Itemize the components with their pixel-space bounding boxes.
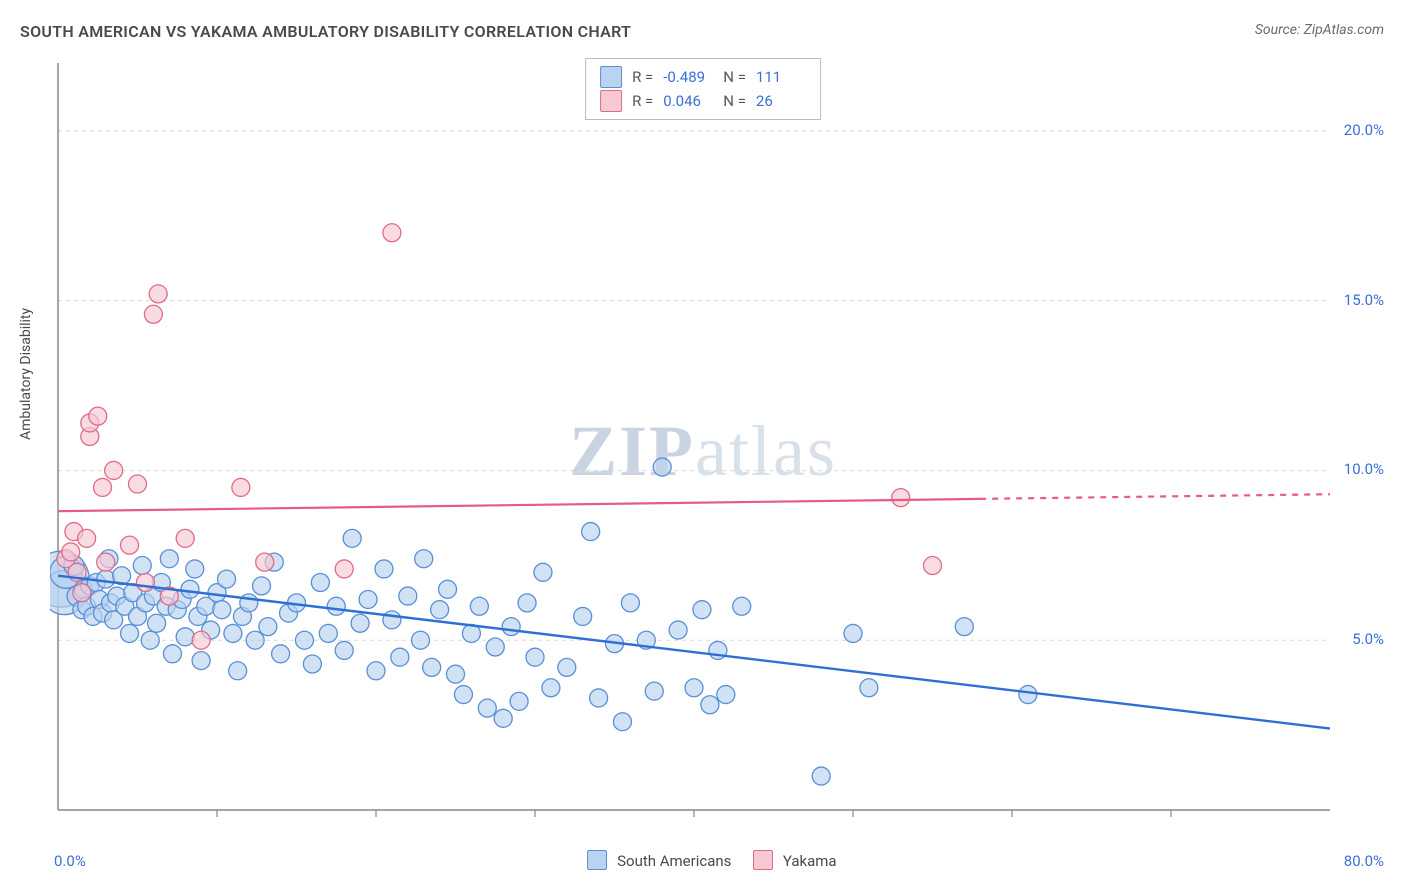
stats-r-value-0: -0.489 <box>663 65 713 89</box>
stats-n-label-1: N = <box>723 89 746 113</box>
stats-n-value-0: 111 <box>756 65 806 89</box>
y-axis-label: Ambulatory Disability <box>18 308 34 440</box>
stats-r-label-1: R = <box>632 89 653 113</box>
stats-row-0: R = -0.489 N = 111 <box>600 65 806 89</box>
stats-r-value-1: 0.046 <box>663 89 713 113</box>
legend-swatch-0 <box>587 850 607 870</box>
y-tick-label: 15.0% <box>1344 291 1384 309</box>
y-tick-label: 5.0% <box>1352 630 1384 648</box>
stats-row-1: R = 0.046 N = 26 <box>600 89 806 113</box>
legend-swatch-1 <box>753 850 773 870</box>
stats-n-value-1: 26 <box>756 89 806 113</box>
stats-legend: R = -0.489 N = 111 R = 0.046 N = 26 <box>585 58 821 120</box>
legend-label-0: South Americans <box>617 852 731 870</box>
stats-swatch-0 <box>600 66 622 88</box>
stats-swatch-1 <box>600 90 622 112</box>
x-tick-label: 80.0% <box>1344 852 1384 870</box>
bottom-legend: South Americans Yakama <box>0 850 1406 870</box>
scatter-plot <box>50 55 1390 830</box>
stats-r-label-0: R = <box>632 65 653 89</box>
x-tick-label: 0.0% <box>54 852 86 870</box>
y-tick-label: 10.0% <box>1344 460 1384 478</box>
stats-n-label-0: N = <box>723 65 746 89</box>
chart-source: Source: ZipAtlas.com <box>1255 22 1384 38</box>
legend-label-1: Yakama <box>783 852 837 870</box>
y-tick-label: 20.0% <box>1344 121 1384 139</box>
chart-title: SOUTH AMERICAN VS YAKAMA AMBULATORY DISA… <box>20 22 631 41</box>
